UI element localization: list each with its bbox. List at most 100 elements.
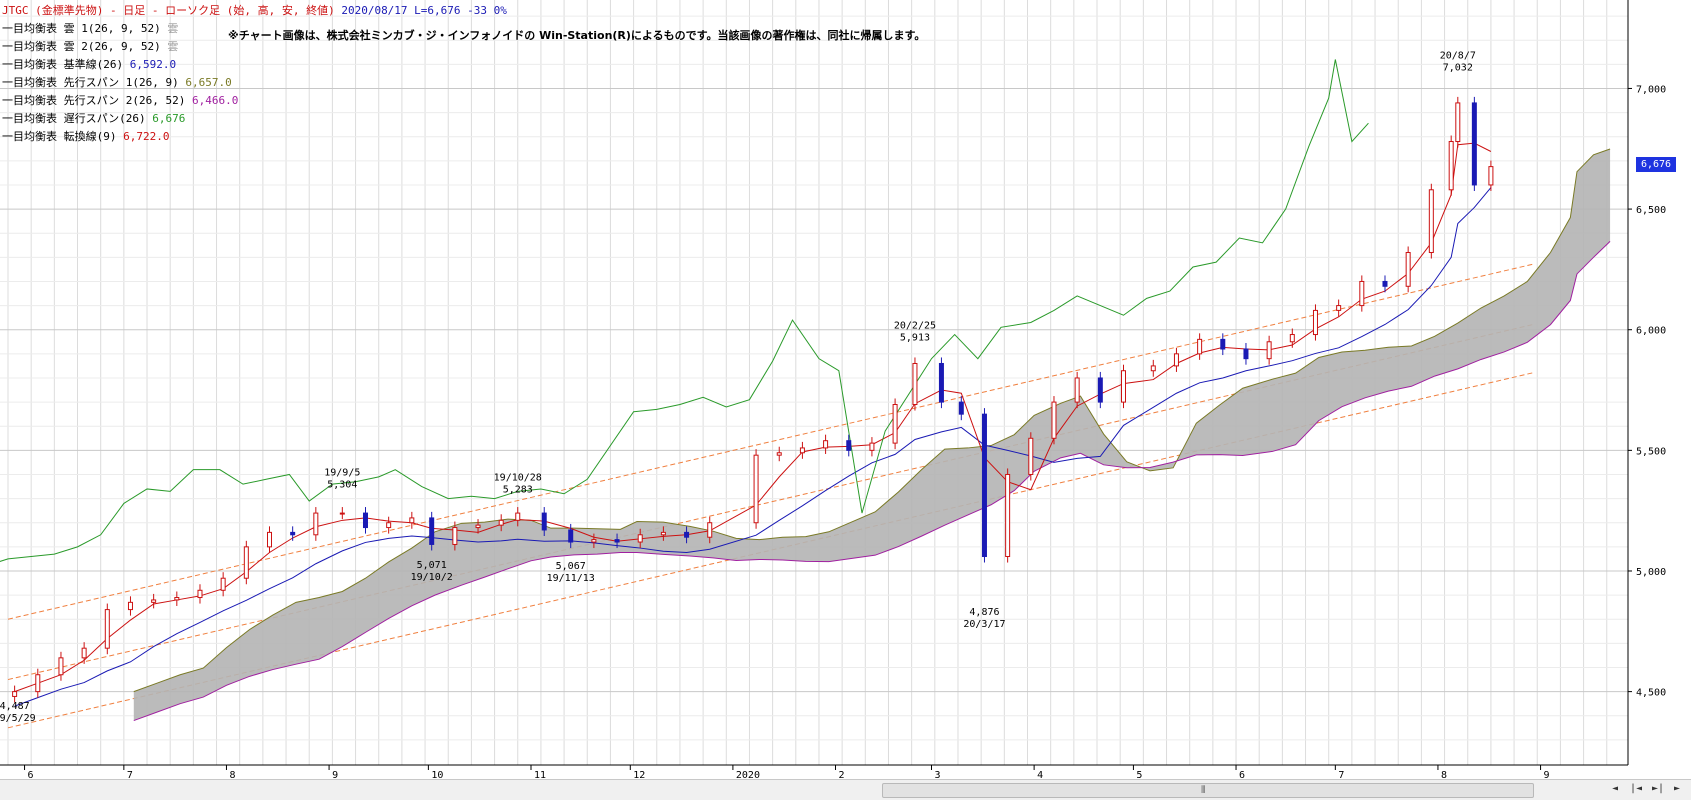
- candle-body: [266, 531, 272, 548]
- indicator-label: 一目均衡表 先行スパン 1(26, 9): [2, 76, 186, 89]
- x-tick-label: 4: [1037, 770, 1043, 781]
- x-tick-label: 10: [431, 770, 443, 781]
- indicator-value: 6,592.0: [129, 58, 177, 71]
- candle-body: [1028, 437, 1034, 475]
- leading-span-2-line: [133, 240, 1611, 722]
- x-tick-label: 9: [1544, 770, 1550, 781]
- annotation-value: 5,913: [900, 333, 930, 344]
- candle-body: [1051, 401, 1057, 439]
- candle-body: [429, 517, 435, 545]
- candle-body: [591, 539, 597, 543]
- y-tick-label: 5,000: [1636, 567, 1666, 578]
- indicator-label: 一目均衡表 遅行スパン(26): [2, 112, 153, 125]
- candle-body: [1150, 365, 1156, 372]
- scroll-first-icon[interactable]: |◄: [1630, 783, 1643, 794]
- lagging-span-line: [0, 59, 1369, 562]
- candle-body: [475, 524, 481, 529]
- x-tick-label: 6: [28, 770, 34, 781]
- candle-body: [1197, 338, 1203, 355]
- chart-title-line: JTGC (金標準先物) - 日足 - ローソク足 (始, 高, 安, 終値) …: [2, 4, 507, 17]
- annotation-date: 20/2/25: [894, 321, 936, 332]
- candle-body: [1243, 348, 1249, 360]
- indicator-row: 一目均衡表 先行スパン 2(26, 52) 6,466.0: [2, 94, 238, 107]
- indicator-value: 6,657.0: [185, 76, 232, 89]
- candle-body: [846, 440, 852, 451]
- candle-body: [912, 362, 918, 406]
- x-tick-label: 6: [1239, 770, 1245, 781]
- candle-body: [1428, 189, 1434, 254]
- last-price-tag: 6,676: [1636, 157, 1676, 172]
- candle-body: [35, 674, 41, 693]
- scroll-right-arrow-icon[interactable]: ►: [1674, 783, 1681, 794]
- annotation-date: 19/10/28: [494, 473, 542, 484]
- candle-body: [515, 512, 521, 521]
- candle-body: [1289, 334, 1295, 343]
- y-tick-label: 7,000: [1636, 84, 1666, 95]
- candle-body: [290, 531, 296, 536]
- candle-body: [892, 404, 898, 444]
- scroll-last-icon[interactable]: ►|: [1652, 783, 1665, 794]
- candle-body: [197, 589, 203, 599]
- candle-body: [58, 657, 64, 676]
- annotation-value: 4,876: [969, 607, 999, 618]
- x-tick-label: 7: [127, 770, 133, 781]
- annotation-date: 20/8/7: [1440, 51, 1476, 62]
- scroll-left-arrow-icon[interactable]: ◄: [1612, 783, 1619, 794]
- leading-span-1-line: [133, 148, 1611, 693]
- y-tick-label: 5,500: [1636, 446, 1666, 457]
- indicator-value: 6,466.0: [192, 94, 239, 107]
- horizontal-scrollbar[interactable]: ⦀ ◄ |◄ ►| ►: [0, 779, 1691, 800]
- candle-body: [1097, 377, 1103, 403]
- candle-body: [1405, 252, 1411, 287]
- annotation-date: 19/9/5: [324, 468, 360, 479]
- indicator-row: 一目均衡表 先行スパン 1(26, 9) 6,657.0: [2, 76, 232, 89]
- candle-body: [104, 609, 110, 649]
- indicator-label: 一目均衡表 雲 1(26, 9, 52): [2, 22, 168, 35]
- candle-body: [1488, 166, 1494, 186]
- indicator-row: 一目均衡表 転換線(9) 6,722.0: [2, 130, 169, 143]
- symbol-title: JTGC (金標準先物) - 日足 - ローソク足 (始, 高, 安, 終値): [2, 4, 335, 17]
- candle-body: [660, 531, 666, 536]
- candle-body: [1448, 141, 1454, 191]
- candle-body: [938, 362, 944, 403]
- indicator-value: 雲: [167, 22, 179, 35]
- annotation-value: 4,487: [0, 701, 30, 712]
- candle-body: [1005, 473, 1011, 558]
- annotation-value: 5,283: [503, 485, 533, 496]
- candle-body: [452, 527, 458, 545]
- indicator-value: 6,722.0: [123, 130, 170, 143]
- indicator-label: 一目均衡表 基準線(26): [2, 58, 130, 71]
- candle-body: [981, 413, 987, 558]
- candle-body: [1382, 280, 1388, 287]
- candle-body: [1120, 370, 1126, 403]
- candle-body: [1336, 305, 1342, 311]
- candle-body: [568, 529, 574, 543]
- annotation-value: 5,304: [327, 480, 357, 491]
- scrollbar-grip-icon: ⦀: [1201, 785, 1206, 796]
- scrollbar-thumb[interactable]: ⦀: [882, 783, 1534, 798]
- candle-body: [1359, 280, 1365, 307]
- x-tick-label: 9: [332, 770, 338, 781]
- candle-body: [498, 519, 504, 526]
- candle-body: [1455, 102, 1461, 143]
- ichimoku-cloud: [133, 149, 1611, 721]
- conversion-line: [14, 142, 1492, 693]
- y-tick-label: 4,500: [1636, 688, 1666, 699]
- candle-body: [339, 512, 345, 515]
- x-tick-label: 11: [534, 770, 546, 781]
- candle-body: [869, 442, 875, 451]
- candle-body: [386, 522, 392, 529]
- symbol-quote: 2020/08/17 L=6,676 -33 0%: [341, 4, 507, 17]
- x-tick-label: 2020: [736, 770, 760, 781]
- x-tick-label: 2: [839, 770, 845, 781]
- y-tick-label: 6,000: [1636, 326, 1666, 337]
- indicator-row: 一目均衡表 基準線(26) 6,592.0: [2, 58, 176, 71]
- candle-body: [776, 452, 782, 456]
- annotation-date: 19/11/13: [547, 573, 595, 584]
- candle-body: [362, 512, 368, 529]
- candle-body: [707, 522, 713, 538]
- trend-channel-line: [7, 263, 1535, 620]
- candle-body: [1074, 377, 1080, 403]
- candle-body: [614, 539, 620, 543]
- candle-body: [1173, 353, 1179, 367]
